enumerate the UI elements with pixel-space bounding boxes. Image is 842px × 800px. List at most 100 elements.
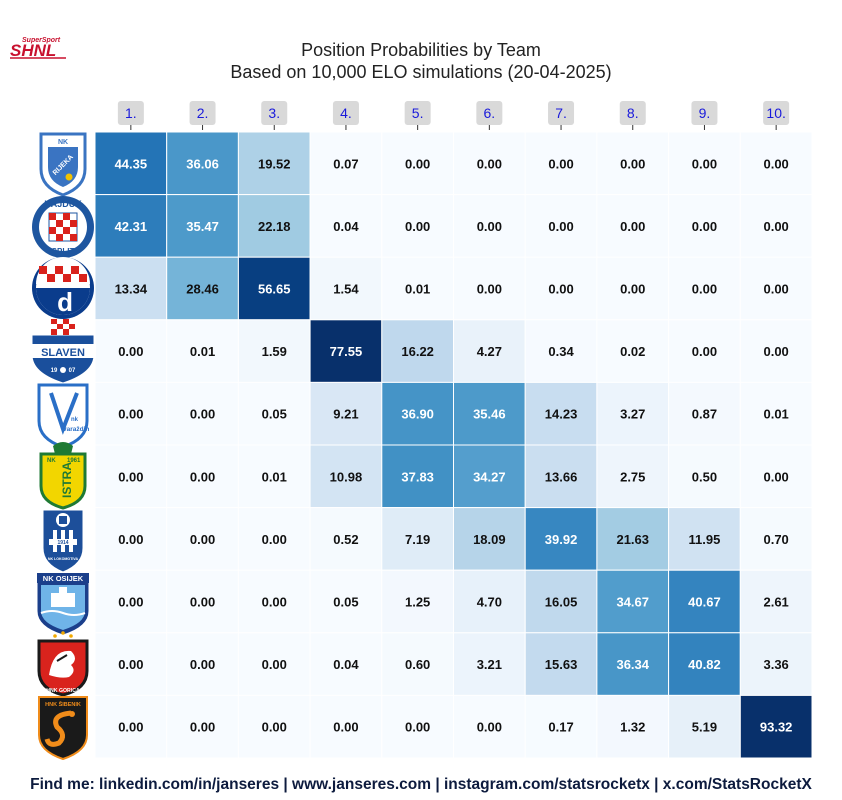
heatmap-cell-label: 0.00 (262, 720, 287, 735)
heatmap-cell-label: 36.90 (401, 407, 434, 422)
heatmap-cell-label: 2.75 (620, 469, 645, 484)
column-header-box (691, 101, 718, 125)
heatmap-cell (309, 444, 383, 509)
heatmap-cell-label: 36.06 (186, 156, 219, 171)
slaven-crest-year-left: 19 (51, 368, 58, 374)
column-header-label: 4. (340, 105, 352, 121)
heatmap-cell (166, 694, 239, 759)
heatmap-cell-label: 3.27 (620, 407, 645, 422)
heatmap-cell-label: 7.19 (405, 532, 430, 547)
heatmap-cell-label: 0.04 (333, 657, 359, 672)
heatmap-cell (739, 194, 813, 258)
heatmap-cell-label: 40.82 (688, 657, 721, 672)
column-header-label: 10. (766, 105, 785, 121)
hajduk-crest-top: HAJDUK (44, 199, 82, 209)
column-header-box (548, 101, 575, 125)
heatmap-cell-label: 0.00 (763, 282, 788, 297)
heatmap-cell (237, 444, 311, 509)
heatmap-cell (739, 319, 813, 383)
heatmap-cell-label: 0.01 (763, 407, 788, 422)
heatmap-cell-label: 0.00 (548, 282, 573, 297)
istra-crest-year: 1961 (67, 458, 81, 464)
heatmap-cell-label: 44.35 (115, 156, 148, 171)
heatmap-cell-label: 0.00 (477, 282, 502, 297)
hajduk-crest-bottom: SPLIT (52, 247, 75, 256)
heatmap-cell (453, 632, 526, 696)
heatmap-cell-label: 16.22 (401, 344, 434, 359)
heatmap-cell-label: 22.18 (258, 219, 291, 234)
osijek-crest: NK OSIJEK (36, 572, 90, 636)
heatmap-cell-label: 0.01 (405, 282, 430, 297)
heatmap-cell-label: 1.59 (262, 344, 287, 359)
heatmap-cell (309, 194, 383, 258)
heatmap-cell-label: 0.02 (620, 344, 645, 359)
heatmap-cell (524, 444, 598, 509)
sibenik-crest: HNK ŠIBENIK (38, 696, 88, 761)
heatmap-cell-label: 0.00 (477, 156, 502, 171)
heatmap-cell (94, 444, 168, 509)
heatmap-cell-label: 0.00 (692, 156, 717, 171)
heatmap-cell-label: 34.67 (616, 595, 649, 610)
heatmap-cell (94, 194, 168, 258)
heatmap-cell-label: 0.00 (763, 469, 788, 484)
heatmap-cell-label: 0.00 (405, 156, 430, 171)
heatmap-cell (524, 194, 598, 258)
heatmap-cell (596, 632, 670, 696)
heatmap-cell (381, 381, 454, 446)
heatmap-cell (596, 381, 670, 446)
footer-credits[interactable]: Find me: linkedin.com/in/janseres | www.… (30, 776, 812, 793)
column-header-box (404, 101, 431, 125)
heatmap-cell (668, 381, 741, 446)
heatmap-cell-label: 56.65 (258, 282, 291, 297)
heatmap-cell-label: 5.19 (692, 720, 717, 735)
heatmap-cell (668, 131, 741, 196)
heatmap-cell-label: 0.00 (118, 657, 143, 672)
heatmap-cell-label: 0.52 (333, 532, 358, 547)
dinamo-crest-letter: d (57, 287, 73, 317)
heatmap-cell-label: 4.70 (477, 595, 502, 610)
heatmap-cell (381, 131, 454, 196)
istra-crest: NK 1961 ISTRA (39, 442, 87, 510)
column-header-label: 1. (125, 105, 137, 121)
heatmap-cell-label: 0.00 (477, 720, 502, 735)
heatmap-cell-label: 19.52 (258, 156, 291, 171)
heatmap-cell-label: 0.70 (763, 532, 788, 547)
heatmap-cell-label: 0.50 (692, 469, 717, 484)
heatmap-cell (596, 131, 670, 196)
heatmap-cell (237, 569, 311, 634)
heatmap-cell (524, 256, 598, 321)
heatmap-cell (309, 381, 383, 446)
heatmap-cells: 44.35 36.06 19.52 0.07 0.00 0.00 0.00 0.00 0.00 0… (94, 131, 813, 759)
heatmap-cell-label: 0.00 (118, 407, 143, 422)
heatmap-cell (453, 319, 526, 383)
heatmap-cell-label: 40.67 (688, 595, 721, 610)
heatmap-cell (166, 632, 239, 696)
column-header-label: 3. (268, 105, 280, 121)
heatmap-cell (94, 256, 168, 321)
lokomotiva-crest: 1914 NK LOKOMOTIVA (42, 509, 84, 573)
heatmap-cell-label: 0.00 (620, 282, 645, 297)
heatmap-cell-label: 77.55 (330, 344, 363, 359)
heatmap-cell-label: 0.05 (333, 595, 358, 610)
heatmap-cell-label: 0.00 (692, 219, 717, 234)
heatmap-cell-label: 1.54 (333, 282, 359, 297)
heatmap-cell-label: 0.00 (763, 156, 788, 171)
heatmap-cell (739, 569, 813, 634)
heatmap-cell-label: 0.00 (763, 219, 788, 234)
heatmap-cell (166, 319, 239, 383)
heatmap-cell (309, 319, 383, 383)
column-header-label: 5. (412, 105, 424, 121)
heatmap-cell-label: 93.32 (760, 720, 793, 735)
heatmap-cell (668, 256, 741, 321)
heatmap-cell-label: 0.00 (620, 219, 645, 234)
heatmap-cell-label: 2.61 (763, 595, 788, 610)
istra-crest-nk: NK (47, 458, 56, 464)
heatmap-cell (309, 256, 383, 321)
column-header-box (332, 101, 359, 125)
heatmap-cell (668, 444, 741, 509)
column-header-label: 6. (484, 105, 496, 121)
rijeka-crest: NK RIJEKA (39, 132, 87, 197)
heatmap-cell (668, 507, 741, 571)
heatmap-cell-label: 0.00 (262, 532, 287, 547)
